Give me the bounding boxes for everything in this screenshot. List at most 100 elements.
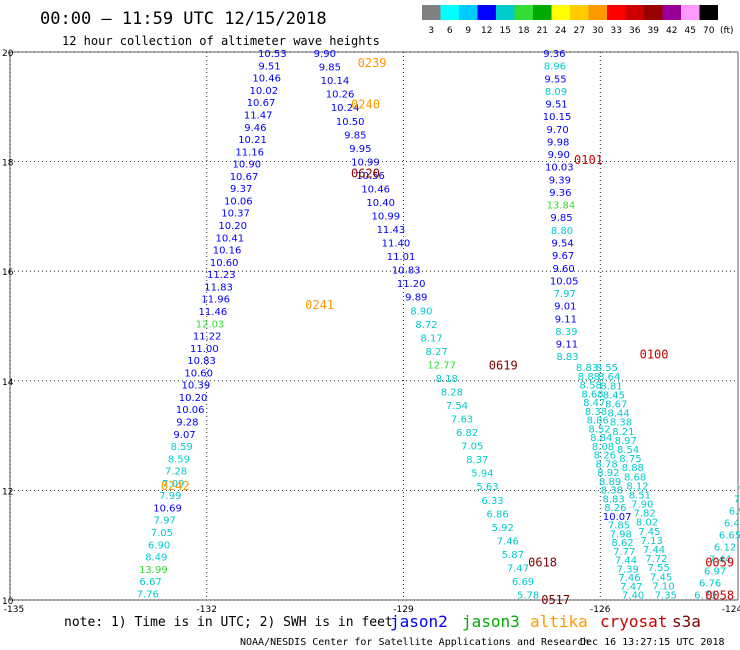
swh-value-label: 8.38 xyxy=(585,407,607,418)
swh-value-label: 10.53 xyxy=(258,49,287,60)
x-tick-label: -129 xyxy=(393,605,414,615)
colorbar-label: 21 xyxy=(537,26,548,36)
swh-value-label: 8.96 xyxy=(544,62,566,73)
colorbar-label: 27 xyxy=(574,26,585,36)
swh-value-label: 8.84 xyxy=(590,433,612,444)
swh-value-label: 7.90 xyxy=(631,500,653,511)
swh-value-label: 8.54 xyxy=(617,445,639,456)
swh-value-label: 7.76 xyxy=(137,589,159,600)
swh-value-label: 8.38 xyxy=(610,418,632,429)
swh-value-label: 8.86 xyxy=(587,416,609,427)
y-tick-label: 14 xyxy=(2,378,14,388)
swh-value-label: 10.67 xyxy=(247,98,276,109)
swh-value-label: 8.68 xyxy=(581,389,603,400)
swh-value-label: 7.47 xyxy=(620,582,642,593)
swh-value-label: 10.16 xyxy=(213,246,242,257)
swh-value-label: 7.97 xyxy=(154,516,176,527)
pass-time-label: 0241 xyxy=(305,298,334,312)
swh-value-label: 9.36 xyxy=(549,188,571,199)
data-tracks: 10.539.5110.4610.0210.6711.479.4610.2111… xyxy=(137,49,740,601)
swh-value-label: 13.99 xyxy=(139,565,168,576)
colorbar-swatch xyxy=(551,5,570,20)
swh-value-label: 7.45 xyxy=(638,527,660,538)
swh-value-label: 11.47 xyxy=(244,110,273,121)
swh-value-label: 8.92 xyxy=(597,468,619,479)
pass-time-annotations: 0239024006200101024106190100072802420727… xyxy=(161,56,734,607)
swh-value-label: 7.54 xyxy=(446,401,468,412)
swh-value-label: 7.35 xyxy=(655,591,677,602)
swh-value-label: 8.68 xyxy=(624,472,646,483)
pass-time-label: 0517 xyxy=(541,593,570,607)
x-tick-label: -126 xyxy=(590,605,611,615)
swh-value-label: 9.70 xyxy=(547,125,569,136)
satellite-legend: jason2 jason3 altika cryosat s3a xyxy=(390,612,701,631)
swh-value-label: 8.59 xyxy=(168,454,190,465)
swh-value-label: 6.97 xyxy=(729,507,740,518)
swh-value-label: 9.07 xyxy=(173,430,195,441)
legend-jason3: jason3 xyxy=(462,612,520,631)
swh-value-label: 10.46 xyxy=(252,74,281,85)
colorbar-swatch xyxy=(699,5,718,20)
colorbar-label: 70 xyxy=(703,26,715,36)
swh-value-label: 6.70 xyxy=(694,591,716,602)
swh-value-label: 7.28 xyxy=(165,467,187,478)
swh-value-label: 7.47 xyxy=(507,563,529,574)
swh-value-label: 10.83 xyxy=(392,266,421,277)
y-tick-label: 16 xyxy=(2,268,14,278)
colorbar-swatch xyxy=(662,5,681,20)
swh-value-label: 10.40 xyxy=(366,198,395,209)
swh-value-label: 7.98 xyxy=(610,529,632,540)
colorbar-label: 9 xyxy=(465,26,471,36)
y-tick-labels: 10 12 14 16 18 20 xyxy=(2,49,14,607)
swh-value-label: 6.97 xyxy=(704,567,726,578)
colorbar-label: 15 xyxy=(500,26,511,36)
track-pass-f: 6.706.766.977.446.126.656.496.977.366.96… xyxy=(694,483,740,602)
swh-value-label: 11.96 xyxy=(201,295,230,306)
colorbar-swatch xyxy=(440,5,459,20)
swh-value-label: 8.83 xyxy=(603,494,625,505)
swh-value-label: 11.22 xyxy=(193,332,222,343)
swh-value-label: 9.01 xyxy=(554,302,576,313)
swh-value-label: 10.56 xyxy=(356,171,385,182)
colorbar-swatch xyxy=(477,5,496,20)
swh-value-label: 9.36 xyxy=(543,49,565,60)
swh-value-label: 8.52 xyxy=(588,424,610,435)
y-tick-label: 10 xyxy=(2,597,14,607)
colorbar-swatch xyxy=(496,5,515,20)
colorbar: 3 6 9 12 15 18 21 24 27 30 33 36 39 42 45 70 (ft) xyxy=(422,5,734,36)
pass-time-label: 0240 xyxy=(351,98,380,112)
swh-value-label: 8.88 xyxy=(622,463,644,474)
footer-credit: NOAA/NESDIS Center for Satellite Applica… xyxy=(240,637,589,648)
track-pass-a: 10.539.5110.4610.0210.6711.479.4610.2111… xyxy=(137,49,287,600)
x-tick-label: -124 xyxy=(722,605,740,615)
swh-value-label: 10.05 xyxy=(550,276,579,287)
swh-value-label: 11.20 xyxy=(397,279,426,290)
colorbar-label: 39 xyxy=(648,26,660,36)
swh-value-label: 10.21 xyxy=(238,135,267,146)
swh-value-label: 7.36 xyxy=(734,495,740,506)
swh-value-label: 5.63 xyxy=(476,482,498,493)
swh-value-label: 8.47 xyxy=(583,398,605,409)
swh-value-label: 9.46 xyxy=(244,123,266,134)
swh-value-label: 9.98 xyxy=(547,137,569,148)
swh-value-label: 10.60 xyxy=(184,368,213,379)
colorbar-swatch xyxy=(459,5,478,20)
swh-value-label: 8.39 xyxy=(555,327,577,338)
colorbar-swatch xyxy=(570,5,589,20)
swh-value-label: 10.90 xyxy=(233,160,262,171)
pass-time-label: 0618 xyxy=(528,556,557,570)
colorbar-swatch xyxy=(625,5,644,20)
track-pass-b: 9.90 9.85 10.14 10.26 10.24 10.50 9.85 9.95 10.9… xyxy=(314,49,540,601)
swh-value-label: 7.44 xyxy=(615,556,637,567)
swh-value-label: 8.18 xyxy=(436,374,458,385)
swh-value-label: 8.58 xyxy=(580,381,602,392)
swh-value-label: 8.89 xyxy=(599,477,621,488)
swh-value-label: 11.46 xyxy=(199,307,228,318)
swh-value-label: 8.72 xyxy=(415,320,437,331)
track-pass-e: 8.558.648.818.458.678.448.388.218.978.54… xyxy=(596,363,677,601)
swh-value-label: 8.37 xyxy=(466,455,488,466)
swh-value-label: 11.00 xyxy=(190,344,219,355)
swh-value-label: 8.09 xyxy=(545,87,567,98)
swh-value-label: 9.51 xyxy=(545,100,567,111)
